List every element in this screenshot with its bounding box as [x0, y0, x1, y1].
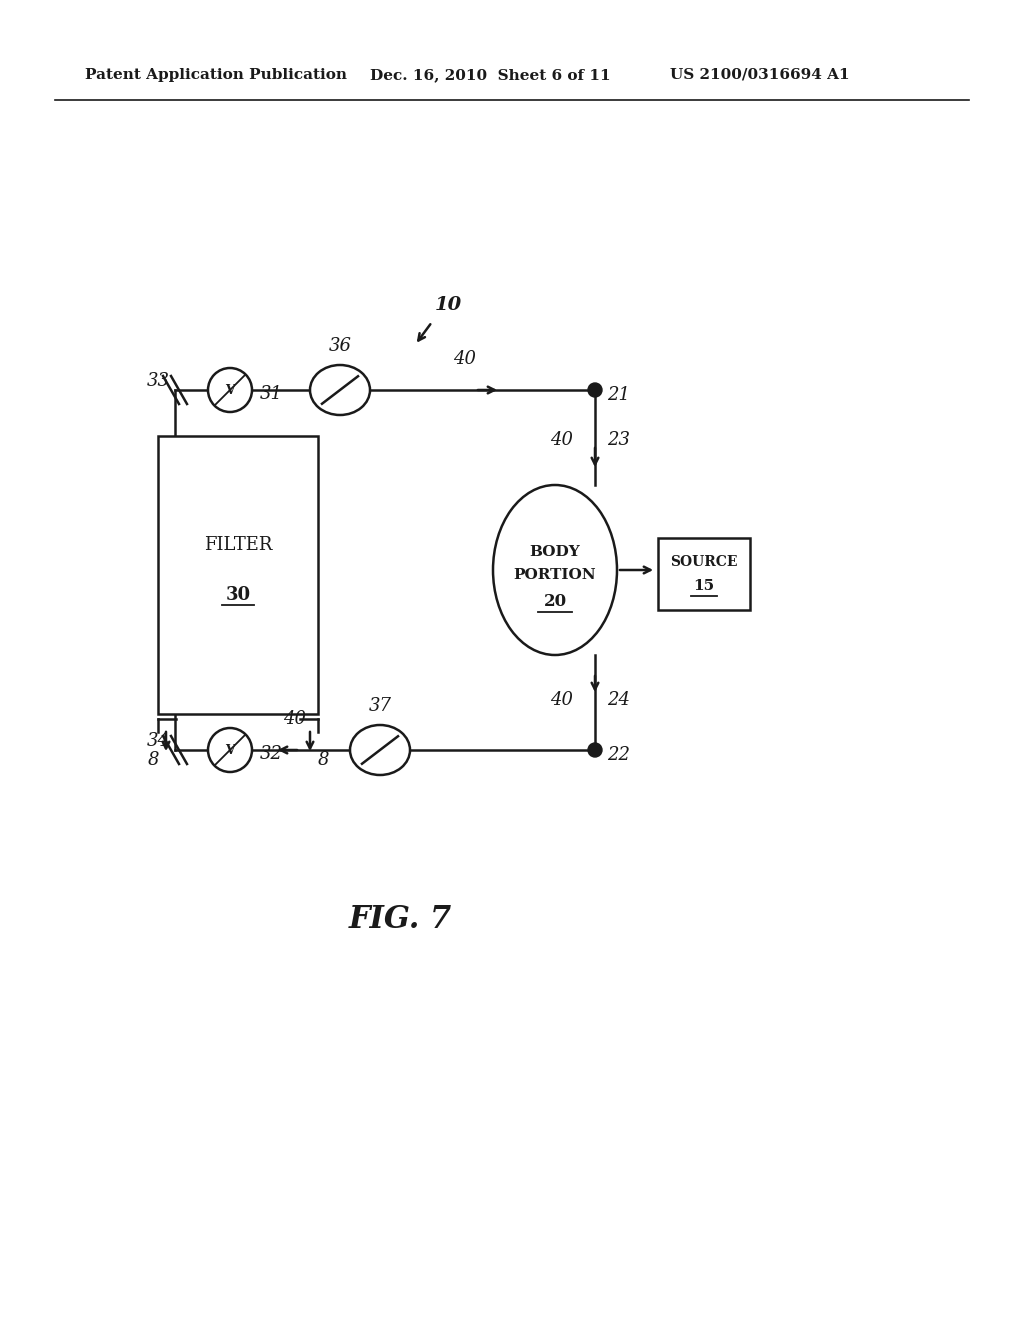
- Text: 36: 36: [329, 337, 351, 355]
- Text: 34: 34: [147, 733, 170, 750]
- Text: V: V: [225, 384, 234, 396]
- Text: 30: 30: [225, 586, 251, 605]
- Ellipse shape: [310, 366, 370, 414]
- Text: 40: 40: [550, 690, 573, 709]
- Text: PORTION: PORTION: [514, 568, 596, 582]
- Circle shape: [208, 729, 252, 772]
- Text: US 2100/0316694 A1: US 2100/0316694 A1: [670, 69, 850, 82]
- Circle shape: [208, 368, 252, 412]
- Text: 15: 15: [693, 579, 715, 593]
- Text: 8: 8: [147, 751, 159, 770]
- Text: 22: 22: [607, 746, 630, 764]
- Text: 21: 21: [607, 385, 630, 404]
- Text: 23: 23: [607, 432, 630, 449]
- Text: 40: 40: [550, 432, 573, 449]
- Text: 33: 33: [147, 372, 170, 389]
- Text: Dec. 16, 2010  Sheet 6 of 11: Dec. 16, 2010 Sheet 6 of 11: [370, 69, 610, 82]
- Text: 31: 31: [260, 385, 283, 403]
- Text: V: V: [225, 743, 234, 756]
- Text: 32: 32: [260, 744, 283, 763]
- Text: 20: 20: [544, 594, 566, 610]
- Ellipse shape: [350, 725, 410, 775]
- Circle shape: [588, 743, 602, 756]
- Text: BODY: BODY: [529, 545, 581, 558]
- Text: SOURCE: SOURCE: [671, 554, 737, 569]
- Text: 10: 10: [435, 296, 462, 314]
- Ellipse shape: [493, 484, 617, 655]
- Text: 8: 8: [317, 751, 329, 770]
- Text: 37: 37: [369, 697, 391, 715]
- Text: FIG. 7: FIG. 7: [348, 904, 452, 936]
- Text: 24: 24: [607, 690, 630, 709]
- Circle shape: [588, 383, 602, 397]
- Text: 40: 40: [454, 350, 476, 368]
- Text: 40: 40: [284, 710, 306, 729]
- Bar: [158, 436, 318, 714]
- Text: Patent Application Publication: Patent Application Publication: [85, 69, 347, 82]
- Text: FILTER: FILTER: [204, 536, 272, 554]
- Bar: [658, 539, 750, 610]
